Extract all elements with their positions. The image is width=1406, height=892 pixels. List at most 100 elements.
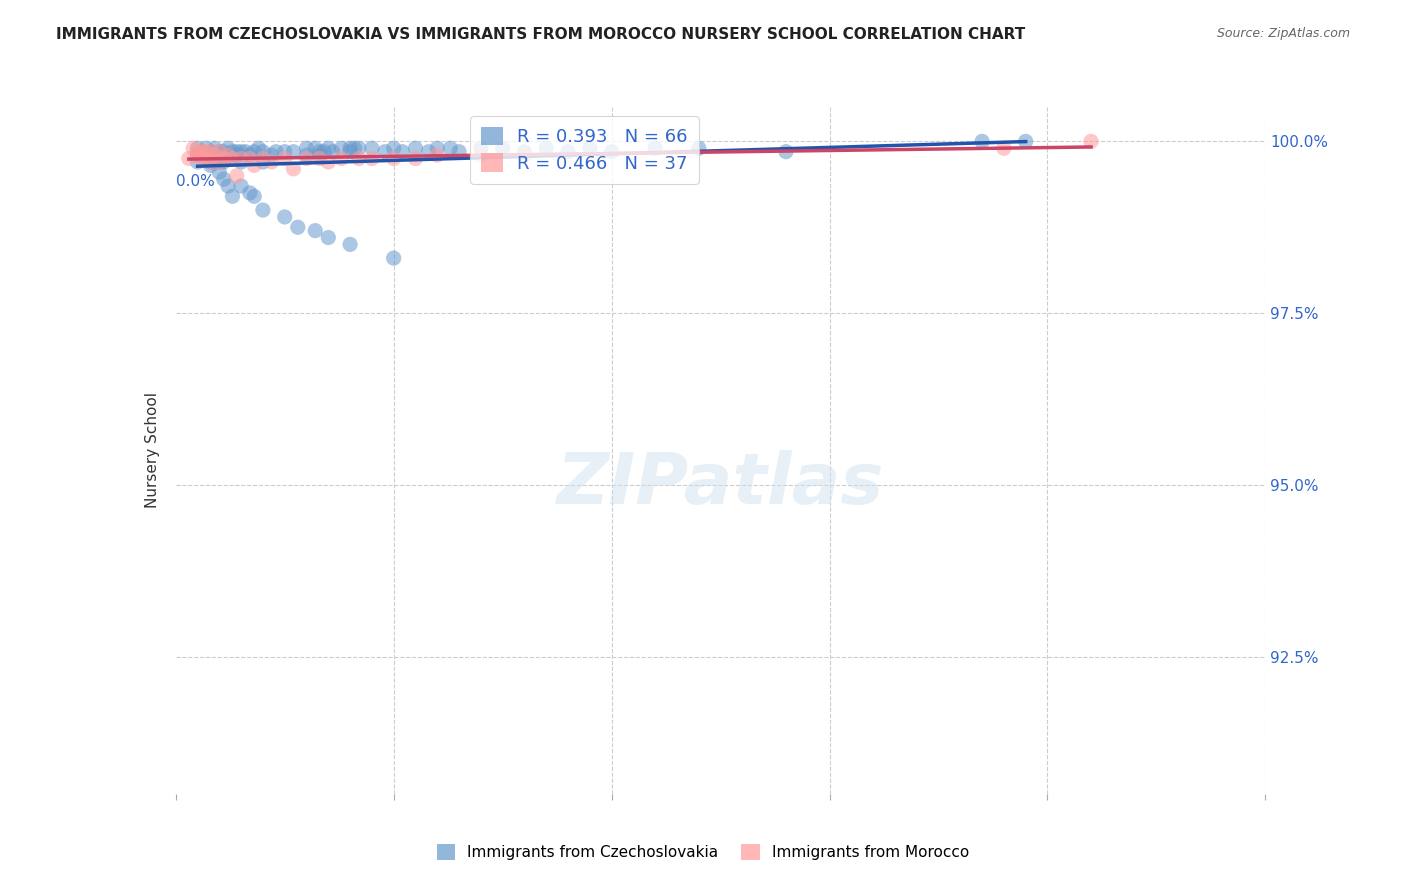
Point (195, 141, 218, 155)
Point (204, 141, 226, 155)
Point (405, 141, 427, 155)
Point (382, 152, 405, 166)
Point (534, 141, 557, 155)
Point (492, 141, 515, 155)
Text: IMMIGRANTS FROM CZECHOSLOVAKIA VS IMMIGRANTS FROM MOROCCO NURSERY SCHOOL CORRELA: IMMIGRANTS FROM CZECHOSLOVAKIA VS IMMIGR… (56, 27, 1025, 42)
Point (204, 148, 226, 162)
Point (405, 152, 427, 166)
Point (426, 148, 449, 162)
Point (308, 152, 330, 166)
Point (295, 141, 318, 155)
Point (231, 152, 253, 166)
Point (347, 141, 370, 155)
Point (391, 145, 413, 159)
Point (208, 145, 231, 159)
Point (252, 145, 274, 159)
Point (339, 145, 361, 159)
Point (200, 158, 222, 172)
Point (304, 141, 326, 155)
Point (339, 141, 361, 155)
Point (208, 165, 231, 179)
Text: Source: ZipAtlas.com: Source: ZipAtlas.com (1216, 27, 1350, 40)
Point (186, 148, 209, 162)
Point (274, 145, 297, 159)
Point (318, 230, 340, 244)
Point (243, 189, 266, 203)
Point (195, 148, 218, 162)
Point (295, 152, 318, 166)
Point (644, 141, 666, 155)
Point (557, 145, 579, 159)
Point (225, 169, 247, 183)
Point (343, 141, 366, 155)
Point (993, 141, 1015, 155)
Point (225, 148, 247, 162)
Point (208, 148, 231, 162)
Point (212, 155, 235, 169)
Point (360, 141, 382, 155)
Point (239, 152, 262, 166)
Point (208, 145, 231, 159)
Point (177, 152, 200, 166)
Point (186, 141, 209, 155)
Point (1015, 134, 1038, 148)
Point (186, 155, 209, 169)
Point (513, 148, 536, 162)
Point (347, 152, 370, 166)
Point (260, 155, 283, 169)
Point (208, 155, 231, 169)
Point (312, 145, 335, 159)
Point (600, 145, 623, 159)
Point (231, 155, 253, 169)
Point (775, 145, 797, 159)
Point (360, 152, 382, 166)
Point (318, 141, 340, 155)
Point (239, 148, 262, 162)
Legend: Immigrants from Czechoslovakia, Immigrants from Morocco: Immigrants from Czechoslovakia, Immigran… (430, 838, 976, 866)
Point (330, 141, 353, 155)
Point (252, 152, 274, 166)
Point (308, 145, 330, 159)
Point (426, 141, 449, 155)
Point (212, 172, 235, 186)
Point (191, 152, 214, 166)
Point (322, 145, 344, 159)
Point (513, 145, 536, 159)
Point (274, 210, 297, 224)
Point (283, 161, 305, 176)
Point (217, 148, 239, 162)
Point (200, 155, 222, 169)
Point (191, 145, 214, 159)
Point (243, 158, 266, 172)
Point (181, 141, 204, 155)
Text: 0.0%: 0.0% (176, 174, 215, 189)
Point (274, 152, 297, 166)
Point (186, 145, 209, 159)
Point (318, 155, 340, 169)
Point (382, 251, 405, 265)
Point (374, 145, 396, 159)
Point (212, 145, 235, 159)
Point (447, 145, 470, 159)
Point (231, 179, 253, 194)
Point (221, 189, 243, 203)
Point (200, 145, 222, 159)
Point (252, 155, 274, 169)
Point (339, 237, 361, 252)
Text: ZIPatlas: ZIPatlas (557, 450, 884, 519)
Point (195, 145, 218, 159)
Point (579, 141, 602, 155)
Point (217, 148, 239, 162)
Point (1080, 134, 1102, 148)
Point (212, 152, 235, 166)
Point (470, 148, 492, 162)
Point (295, 148, 318, 162)
Point (304, 224, 326, 238)
Point (186, 148, 209, 162)
Point (225, 145, 247, 159)
Point (308, 148, 330, 162)
Point (200, 155, 222, 169)
Point (221, 152, 243, 166)
Point (283, 145, 305, 159)
Point (195, 152, 218, 166)
